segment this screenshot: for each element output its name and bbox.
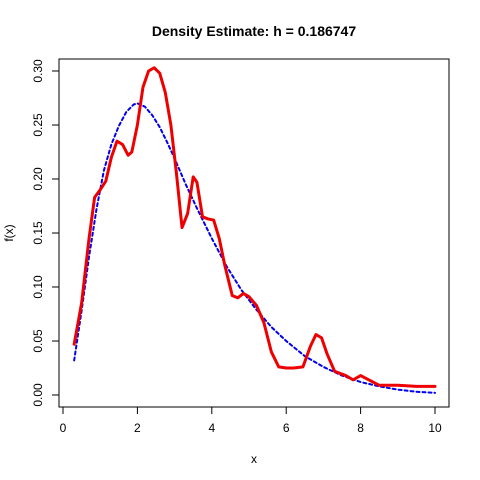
x-tick-label-2: 4 — [208, 421, 215, 435]
x-tick-label-0: 0 — [60, 421, 67, 435]
y-tick-label-0: 0.00 — [31, 383, 45, 407]
x-tick-label-5: 10 — [428, 421, 442, 435]
x-axis-label: x — [251, 452, 257, 466]
y-tick-label-2: 0.10 — [31, 275, 45, 299]
y-tick-label-1: 0.05 — [31, 329, 45, 353]
y-axis-label: f(x) — [2, 224, 16, 241]
x-tick-label-3: 6 — [283, 421, 290, 435]
x-tick-label-1: 2 — [134, 421, 141, 435]
chart-title: Density Estimate: h = 0.186747 — [152, 23, 356, 39]
y-tick-label-5: 0.25 — [31, 113, 45, 137]
y-tick-label-3: 0.15 — [31, 221, 45, 245]
y-tick-label-4: 0.20 — [31, 167, 45, 191]
y-tick-label-6: 0.30 — [31, 59, 45, 83]
x-tick-label-4: 8 — [357, 421, 364, 435]
